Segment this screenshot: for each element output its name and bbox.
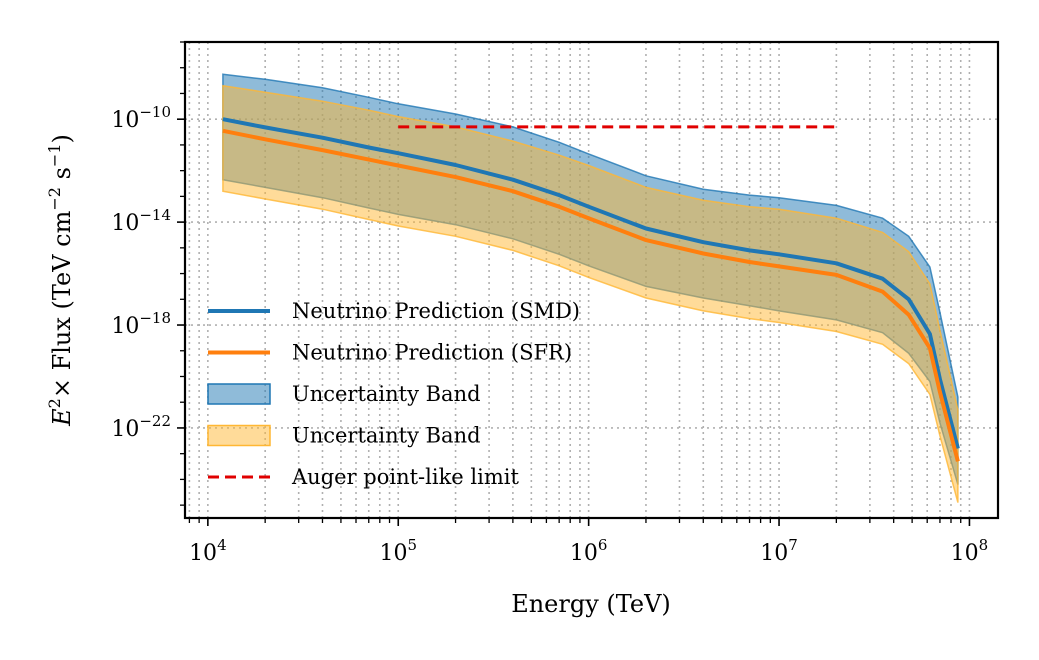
y-tick-label: 10−18: [111, 309, 171, 339]
legend-swatch: [207, 424, 271, 447]
series-line: [222, 128, 960, 462]
plot-area: [222, 73, 960, 503]
legend-label: Uncertainty Band: [292, 382, 481, 406]
series-line: [222, 117, 960, 450]
x-tick-label: 106: [570, 536, 608, 566]
y-tick-label: 10−22: [111, 412, 171, 442]
legend-swatch: [207, 383, 271, 405]
x-tick-label: 108: [951, 536, 989, 566]
legend-label: Neutrino Prediction (SMD): [292, 299, 580, 323]
x-axis-label: Energy (TeV): [511, 590, 671, 618]
y-tick-label: 10−14: [111, 206, 171, 236]
uncertainty-band: [222, 84, 959, 503]
legend: Neutrino Prediction (SMD) Neutrino Predic…: [207, 299, 580, 489]
x-tick-label: 104: [189, 536, 227, 566]
legend-label: Uncertainty Band: [292, 424, 481, 448]
axis-ticks: 104 105 106 107 108 10−10 10−14 10−18 10−22: [111, 41, 989, 566]
plot-frame: [183, 40, 1000, 520]
y-axis-label: E2× Flux (TeV cm−2 s−1): [45, 134, 76, 427]
legend-label: Neutrino Prediction (SFR): [292, 341, 572, 365]
legend-label: Auger point-like limit: [291, 465, 519, 489]
y-tick-label: 10−10: [111, 103, 171, 133]
x-tick-label: 105: [379, 536, 417, 566]
x-tick-label: 107: [760, 536, 798, 566]
